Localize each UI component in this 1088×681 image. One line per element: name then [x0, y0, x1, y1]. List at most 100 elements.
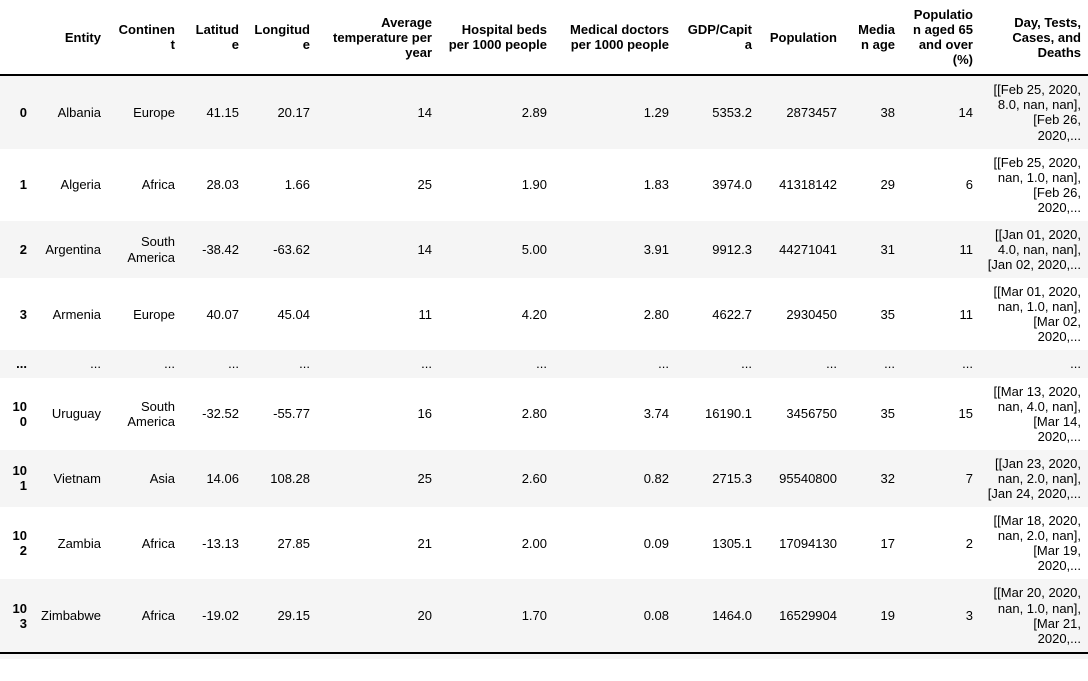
- column-header: Population: [759, 0, 844, 77]
- cell: 108.28: [270, 470, 310, 486]
- row-index: 101: [12, 463, 27, 494]
- cell: -38.42: [202, 242, 239, 258]
- column-header: Median age: [844, 0, 902, 77]
- cell: ...: [164, 356, 175, 372]
- cell: 27.85: [277, 535, 310, 551]
- cell: 2.80: [643, 306, 669, 322]
- cell: 32: [880, 470, 895, 486]
- cell: Africa: [141, 535, 175, 551]
- cell: 3974.0: [712, 177, 752, 193]
- cell: ...: [228, 356, 239, 372]
- table-row: 100 Uruguay South America -32.52 -55.77 16 2.8…: [0, 377, 1088, 450]
- cell: -32.52: [202, 406, 239, 422]
- cell: ...: [299, 356, 310, 372]
- cell: ...: [884, 356, 895, 372]
- index-column-header: [0, 0, 34, 77]
- cell: Vietnam: [53, 470, 101, 486]
- cell: 1.29: [643, 104, 669, 120]
- column-header: Hospital beds per 1000 people: [439, 0, 554, 77]
- cell: 40.07: [206, 306, 239, 322]
- cell: 7: [965, 470, 973, 486]
- cell: 44271041: [779, 242, 837, 258]
- cell: 19: [880, 608, 895, 624]
- cell: ...: [658, 356, 669, 372]
- cell: 29: [880, 177, 895, 193]
- cell: 15: [958, 406, 973, 422]
- cell: 21: [417, 535, 432, 551]
- cell: [[Jan 23, 2020, nan, 2.0, nan], [Jan 24,…: [987, 455, 1081, 502]
- cell: 31: [880, 242, 895, 258]
- table-bottom-strip: [0, 653, 1088, 659]
- cell: -19.02: [202, 608, 239, 624]
- column-header: GDP/Capita: [676, 0, 759, 77]
- row-index: 1: [19, 177, 27, 193]
- cell: 5353.2: [712, 104, 752, 120]
- cell: 45.04: [277, 306, 310, 322]
- row-index: 3: [19, 306, 27, 322]
- cell: Zimbabwe: [41, 608, 101, 624]
- cell: Europe: [133, 104, 175, 120]
- cell: 1.66: [284, 177, 310, 193]
- column-header: Average temperature per year: [317, 0, 439, 77]
- cell: [[Feb 25, 2020, 8.0, nan, nan], [Feb 26,…: [993, 82, 1081, 143]
- cell: [[Mar 18, 2020, nan, 2.0, nan], [Mar 19,…: [993, 513, 1081, 574]
- cell: 2.89: [521, 104, 547, 120]
- cell: ...: [1070, 356, 1081, 372]
- cell: Albania: [57, 104, 101, 120]
- column-header: Continent: [108, 0, 182, 77]
- cell: 14: [417, 242, 432, 258]
- cell: 0.82: [643, 470, 669, 486]
- cell: 25: [417, 177, 432, 193]
- table-row: 1 Algeria Africa 28.03 1.66 25 1.90 1.83 3974.0 4…: [0, 148, 1088, 221]
- cell: 25: [417, 470, 432, 486]
- cell: 0.08: [643, 608, 669, 624]
- cell: Zambia: [57, 535, 101, 551]
- cell: 17094130: [779, 535, 837, 551]
- table-header: Entity Continent Latitude Longitude Average …: [0, 0, 1088, 77]
- cell: 4622.7: [712, 306, 752, 322]
- row-index: 2: [19, 242, 27, 258]
- cell: 1305.1: [712, 535, 752, 551]
- cell: [[Jan 01, 2020, 4.0, nan, nan], [Jan 02,…: [987, 226, 1081, 273]
- cell: 14: [417, 104, 432, 120]
- cell: 14: [958, 104, 973, 120]
- dataframe-table: Entity Continent Latitude Longitude Average …: [0, 0, 1088, 654]
- cell: 3.91: [643, 242, 669, 258]
- cell: Armenia: [52, 306, 101, 322]
- cell: Asia: [149, 470, 175, 486]
- table-row: 3 Armenia Europe 40.07 45.04 11 4.20 2.80 4622.7…: [0, 278, 1088, 351]
- row-index: ...: [16, 356, 27, 372]
- cell: South America: [127, 398, 175, 429]
- table-row: .......................................: [0, 350, 1088, 378]
- cell: 2.80: [521, 406, 547, 422]
- cell: ...: [826, 356, 837, 372]
- table-row: 101 Vietnam Asia 14.06 108.28 25 2.60 0.82 2715.…: [0, 449, 1088, 508]
- cell: -55.77: [273, 406, 310, 422]
- column-header: Entity: [34, 0, 108, 77]
- cell: ...: [536, 356, 547, 372]
- cell: -13.13: [202, 535, 239, 551]
- cell: 5.00: [521, 242, 547, 258]
- cell: 28.03: [206, 177, 239, 193]
- cell: 3456750: [786, 406, 837, 422]
- table-body: 0 Albania Europe 41.15 20.17 14 2.89 1.29 5353.2…: [0, 75, 1088, 653]
- cell: 20.17: [277, 104, 310, 120]
- cell: 1.70: [521, 608, 547, 624]
- cell: Europe: [133, 306, 175, 322]
- cell: 20: [417, 608, 432, 624]
- cell: ...: [741, 356, 752, 372]
- cell: Algeria: [60, 177, 101, 193]
- cell: 6: [965, 177, 973, 193]
- cell: 4.20: [521, 306, 547, 322]
- cell: South America: [127, 234, 175, 265]
- cell: [[Mar 01, 2020, nan, 1.0, nan], [Mar 02,…: [993, 284, 1081, 345]
- cell: 11: [959, 306, 974, 322]
- cell: [[Feb 25, 2020, nan, 1.0, nan], [Feb 26,…: [993, 154, 1081, 215]
- cell: 14.06: [206, 470, 239, 486]
- cell: 29.15: [277, 608, 310, 624]
- cell: 16529904: [779, 608, 837, 624]
- cell: 2: [965, 535, 973, 551]
- cell: [[Mar 13, 2020, nan, 4.0, nan], [Mar 14,…: [993, 383, 1081, 444]
- cell: 3: [965, 608, 973, 624]
- cell: Argentina: [45, 242, 101, 258]
